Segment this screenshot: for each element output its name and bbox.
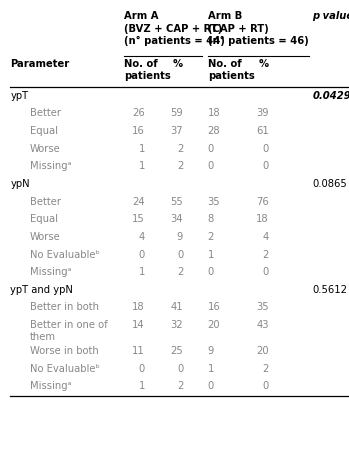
Text: 0: 0 <box>139 249 145 259</box>
Text: 11: 11 <box>132 345 145 355</box>
Text: No. of
patients: No. of patients <box>124 59 171 81</box>
Text: 0: 0 <box>208 161 214 171</box>
Text: No. of
patients: No. of patients <box>208 59 254 81</box>
Text: 0: 0 <box>208 143 214 153</box>
Text: 1: 1 <box>139 267 145 276</box>
Text: 1: 1 <box>139 143 145 153</box>
Text: %: % <box>259 59 269 69</box>
Text: Better in one of
them: Better in one of them <box>30 319 107 342</box>
Text: 0.0865: 0.0865 <box>312 179 347 189</box>
Text: Parameter: Parameter <box>10 59 70 69</box>
Text: 15: 15 <box>132 214 145 224</box>
Text: 59: 59 <box>170 108 183 118</box>
Text: 0: 0 <box>139 363 145 373</box>
Text: 0: 0 <box>208 267 214 276</box>
Text: 18: 18 <box>256 214 269 224</box>
Text: 2: 2 <box>262 363 269 373</box>
Text: 0: 0 <box>262 381 269 391</box>
Text: Equal: Equal <box>30 126 58 136</box>
Text: 9: 9 <box>177 231 183 241</box>
Text: 43: 43 <box>256 319 269 329</box>
Text: 61: 61 <box>256 126 269 136</box>
Text: p value: p value <box>312 11 349 21</box>
Text: 76: 76 <box>256 196 269 206</box>
Text: 41: 41 <box>171 302 183 312</box>
Text: 16: 16 <box>132 126 145 136</box>
Text: 8: 8 <box>208 214 214 224</box>
Text: 18: 18 <box>208 108 220 118</box>
Text: 0: 0 <box>262 267 269 276</box>
Text: Worse: Worse <box>30 231 60 241</box>
Text: 2: 2 <box>177 267 183 276</box>
Text: Equal: Equal <box>30 214 58 224</box>
Text: 24: 24 <box>132 196 145 206</box>
Text: 2: 2 <box>177 381 183 391</box>
Text: No Evaluableᵇ: No Evaluableᵇ <box>30 249 99 259</box>
Text: 20: 20 <box>256 345 269 355</box>
Text: ypN: ypN <box>10 179 30 189</box>
Text: 34: 34 <box>171 214 183 224</box>
Text: 16: 16 <box>208 302 221 312</box>
Text: 2: 2 <box>177 161 183 171</box>
Text: Missingᵃ: Missingᵃ <box>30 161 71 171</box>
Text: 9: 9 <box>208 345 214 355</box>
Text: 0: 0 <box>177 363 183 373</box>
Text: 0: 0 <box>262 143 269 153</box>
Text: ypT: ypT <box>10 91 29 101</box>
Text: 2: 2 <box>262 249 269 259</box>
Text: 35: 35 <box>208 196 220 206</box>
Text: 55: 55 <box>170 196 183 206</box>
Text: ypT and ypN: ypT and ypN <box>10 284 73 294</box>
Text: 28: 28 <box>208 126 220 136</box>
Text: 4: 4 <box>262 231 269 241</box>
Text: 18: 18 <box>132 302 145 312</box>
Text: 39: 39 <box>256 108 269 118</box>
Text: 0.5612: 0.5612 <box>312 284 347 294</box>
Text: 32: 32 <box>171 319 183 329</box>
Text: Worse in both: Worse in both <box>30 345 98 355</box>
Text: Missingᵃ: Missingᵃ <box>30 381 71 391</box>
Text: Arm A
(BVZ + CAP + RT)
(n° patients = 44): Arm A (BVZ + CAP + RT) (n° patients = 44… <box>124 11 225 46</box>
Text: 37: 37 <box>171 126 183 136</box>
Text: Better: Better <box>30 108 61 118</box>
Text: 2: 2 <box>177 143 183 153</box>
Text: 1: 1 <box>139 381 145 391</box>
Text: 0.0429: 0.0429 <box>312 91 349 101</box>
Text: 14: 14 <box>132 319 145 329</box>
Text: No Evaluableᵇ: No Evaluableᵇ <box>30 363 99 373</box>
Text: Worse: Worse <box>30 143 60 153</box>
Text: 25: 25 <box>170 345 183 355</box>
Text: 2: 2 <box>208 231 214 241</box>
Text: 0: 0 <box>262 161 269 171</box>
Text: 0: 0 <box>177 249 183 259</box>
Text: 0: 0 <box>208 381 214 391</box>
Text: 1: 1 <box>208 363 214 373</box>
Text: 1: 1 <box>208 249 214 259</box>
Text: 4: 4 <box>139 231 145 241</box>
Text: Arm B
(CAP + RT)
(n° patients = 46): Arm B (CAP + RT) (n° patients = 46) <box>208 11 309 46</box>
Text: 26: 26 <box>132 108 145 118</box>
Text: 1: 1 <box>139 161 145 171</box>
Text: Missingᵃ: Missingᵃ <box>30 267 71 276</box>
Text: 35: 35 <box>256 302 269 312</box>
Text: Better in both: Better in both <box>30 302 99 312</box>
Text: 20: 20 <box>208 319 220 329</box>
Text: %: % <box>173 59 183 69</box>
Text: Better: Better <box>30 196 61 206</box>
